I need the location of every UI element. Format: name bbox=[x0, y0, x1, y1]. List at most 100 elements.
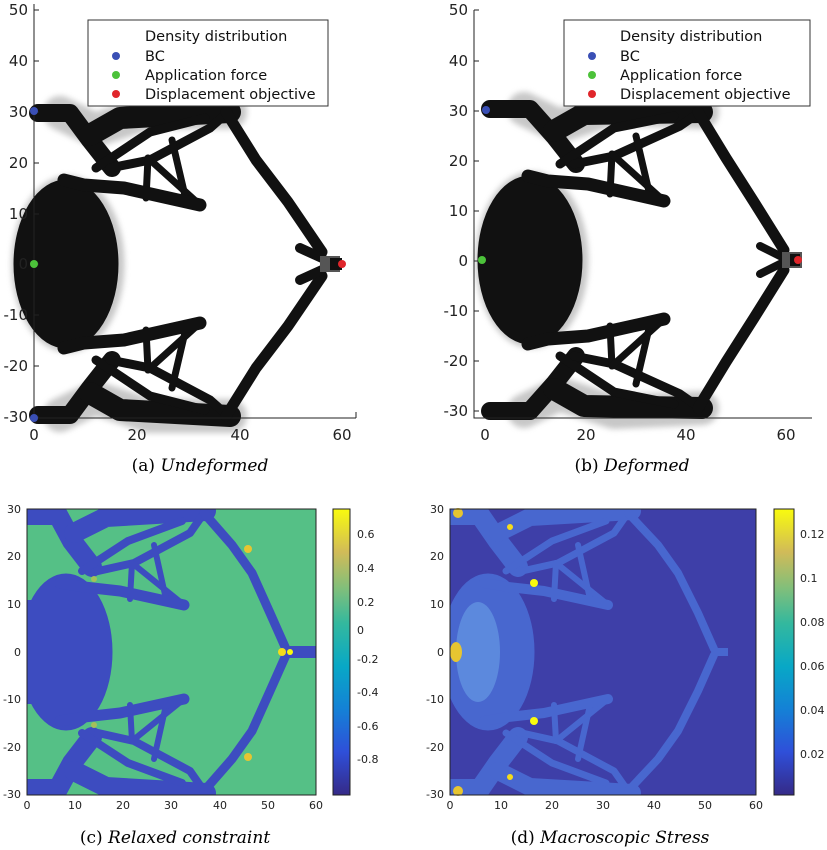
x-tick-label: 40 bbox=[647, 799, 661, 810]
x-tick-label: 40 bbox=[213, 799, 227, 810]
caption-b: (b) Deformed bbox=[472, 456, 792, 476]
y-ticks: 50 40 30 20 10 0 -10 -20 -30 bbox=[444, 1, 479, 420]
legend-application-force-marker bbox=[112, 71, 120, 79]
y-tick-label: 0 bbox=[458, 252, 468, 270]
markers bbox=[478, 106, 802, 264]
x-tick-label: 40 bbox=[230, 426, 249, 444]
y-tick-label: 50 bbox=[9, 1, 28, 19]
legend-displacement-objective-marker bbox=[588, 90, 596, 98]
y-tick-label: 10 bbox=[449, 202, 468, 220]
y-tick-label: -20 bbox=[426, 741, 444, 754]
legend-bc-label: BC bbox=[620, 49, 640, 65]
y-tick-label: 10 bbox=[430, 598, 444, 611]
caption-c: (c) Relaxed constraint bbox=[10, 828, 340, 848]
x-tick-label: 20 bbox=[545, 799, 559, 810]
x-tick-label: 0 bbox=[29, 426, 39, 444]
marker-application-force bbox=[478, 256, 486, 264]
y-tick-label: 10 bbox=[9, 205, 28, 223]
x-tick-label: 30 bbox=[596, 799, 610, 810]
colorbar-tick-label: 0.4 bbox=[357, 562, 375, 575]
y-ticks: 30 20 10 0 -10 -20 -30 bbox=[426, 503, 444, 801]
x-tick-label: 10 bbox=[68, 799, 82, 810]
caption-b-text: Deformed bbox=[604, 456, 690, 476]
legend-application-force-label: Application force bbox=[620, 68, 742, 84]
y-tick-label: 30 bbox=[430, 503, 444, 516]
x-tick-label: 0 bbox=[480, 426, 490, 444]
x-tick-label: 60 bbox=[332, 426, 351, 444]
caption-c-letter: (c) bbox=[79, 828, 103, 848]
colorbar-tick-label: 0.08 bbox=[800, 616, 825, 629]
x-tick-label: 0 bbox=[24, 799, 31, 810]
y-tick-label: 0 bbox=[18, 255, 28, 273]
caption-d-letter: (d) bbox=[510, 828, 535, 848]
legend-application-force-marker bbox=[588, 71, 596, 79]
x-tick-label: 20 bbox=[116, 799, 130, 810]
y-tick-label: -30 bbox=[3, 788, 21, 801]
y-ticks: 50 40 30 20 10 0 -10 -20 -30 bbox=[4, 1, 39, 426]
colorbar-tick-label: 0.1 bbox=[800, 572, 818, 585]
colorbar-tick-label: 0.06 bbox=[800, 660, 825, 673]
legend-title: Density distribution bbox=[145, 29, 287, 45]
colorbar-tick-label: 0.04 bbox=[800, 704, 825, 717]
axes-frame bbox=[473, 10, 812, 419]
y-tick-label: 40 bbox=[9, 52, 28, 70]
colorbar: 0.12 0.1 0.08 0.06 0.04 0.02 bbox=[773, 508, 825, 796]
y-tick-label: 40 bbox=[449, 52, 468, 70]
y-tick-label: -10 bbox=[3, 693, 21, 706]
x-tick-label: 20 bbox=[127, 426, 146, 444]
colorbar-tick-label: -0.6 bbox=[357, 720, 378, 733]
x-tick-label: 60 bbox=[309, 799, 323, 810]
marker-bc bbox=[30, 414, 38, 422]
y-tick-label: 50 bbox=[449, 1, 468, 19]
hotspots bbox=[91, 545, 293, 761]
colorbar-tick-label: -0.2 bbox=[357, 653, 378, 666]
y-tick-label: -20 bbox=[4, 357, 29, 375]
y-tick-label: 20 bbox=[449, 152, 468, 170]
y-tick-label: -30 bbox=[444, 402, 469, 420]
y-tick-label: -20 bbox=[3, 741, 21, 754]
caption-a-letter: (a) bbox=[131, 456, 156, 476]
y-tick-label: -10 bbox=[4, 306, 29, 324]
x-tick-label: 60 bbox=[776, 426, 795, 444]
caption-a: (a) Undeformed bbox=[40, 456, 360, 476]
colorbar: 0.6 0.4 0.2 0 -0.2 -0.4 -0.6 -0.8 bbox=[332, 508, 378, 796]
x-tick-label: 60 bbox=[749, 799, 763, 810]
caption-c-text: Relaxed constraint bbox=[108, 828, 271, 848]
x-tick-label: 40 bbox=[676, 426, 695, 444]
y-tick-label: 30 bbox=[7, 503, 21, 516]
legend-displacement-objective-label: Displacement objective bbox=[145, 87, 316, 103]
density-structure bbox=[475, 91, 802, 429]
y-tick-label: 20 bbox=[430, 550, 444, 563]
caption-d-text: Macroscopic Stress bbox=[540, 828, 710, 848]
y-tick-label: 0 bbox=[14, 646, 21, 659]
x-ticks: 0 10 20 30 40 50 60 bbox=[447, 799, 764, 810]
marker-displacement-objective bbox=[338, 260, 346, 268]
y-tick-label: 0 bbox=[437, 646, 444, 659]
marker-application-force bbox=[30, 260, 38, 268]
density-structure bbox=[11, 95, 342, 433]
colorbar-tick-label: 0.12 bbox=[800, 528, 825, 541]
legend-application-force-label: Application force bbox=[145, 68, 267, 84]
caption-b-letter: (b) bbox=[574, 456, 599, 476]
caption-d: (d) Macroscopic Stress bbox=[445, 828, 775, 848]
x-ticks: 0 10 20 30 40 50 60 bbox=[24, 799, 324, 810]
panel-c-relaxed-constraint: 30 20 10 0 -10 -20 -30 0 10 20 30 40 50 … bbox=[3, 503, 378, 810]
legend-displacement-objective-marker bbox=[112, 90, 120, 98]
colorbar-tick-label: -0.4 bbox=[357, 686, 378, 699]
y-tick-label: 20 bbox=[9, 154, 28, 172]
panel-b-deformed: 50 40 30 20 10 0 -10 -20 -30 0 20 40 60 … bbox=[444, 1, 812, 444]
y-tick-label: 20 bbox=[7, 550, 21, 563]
legend: Density distribution BC Application forc… bbox=[563, 19, 811, 107]
marker-bc bbox=[30, 107, 38, 115]
x-ticks: 0 20 40 60 bbox=[480, 426, 795, 444]
y-tick-label: -30 bbox=[4, 408, 29, 426]
stress-hotspots bbox=[450, 508, 538, 796]
legend-bc-marker bbox=[588, 52, 596, 60]
x-tick-label: 30 bbox=[164, 799, 178, 810]
constraint-structure bbox=[27, 509, 316, 795]
x-tick-label: 10 bbox=[494, 799, 508, 810]
x-tick-label: 50 bbox=[698, 799, 712, 810]
legend-displacement-objective-label: Displacement objective bbox=[620, 87, 791, 103]
y-tick-label: -10 bbox=[426, 693, 444, 706]
marker-bc bbox=[482, 106, 490, 114]
